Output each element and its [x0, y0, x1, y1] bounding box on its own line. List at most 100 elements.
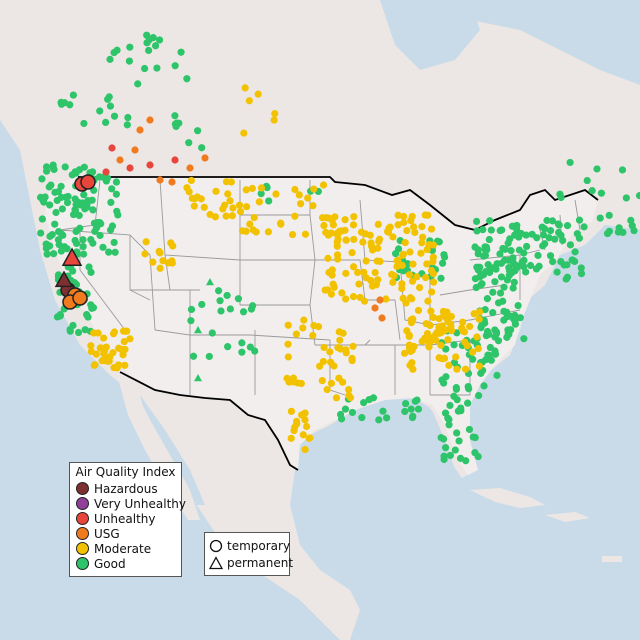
monitor-point: [146, 161, 154, 169]
monitor-point: [410, 342, 418, 351]
unhealthy-swatch-icon: [76, 512, 89, 525]
monitor-point: [413, 396, 421, 404]
monitor-point: [551, 235, 559, 243]
monitor-point: [485, 268, 494, 277]
monitor-point: [428, 288, 436, 296]
permanent-monitor-point: [194, 326, 202, 334]
gulf-of-mexico: [295, 402, 455, 540]
monitor-point: [198, 144, 206, 152]
monitor-point: [328, 216, 336, 224]
monitor-point: [60, 99, 69, 107]
monitor-point: [398, 284, 406, 293]
monitor-point: [437, 274, 445, 282]
monitor-point: [46, 201, 54, 209]
monitor-point: [501, 245, 509, 253]
monitor-point: [251, 347, 259, 355]
monitor-point: [389, 233, 397, 241]
monitor-point: [446, 401, 454, 410]
monitor-point: [214, 287, 223, 295]
monitor-point: [226, 197, 234, 205]
monitor-point: [217, 307, 225, 315]
monitor-point: [450, 359, 459, 367]
monitor-point: [593, 165, 601, 173]
monitor-point: [201, 154, 209, 162]
monitor-point: [548, 217, 557, 225]
monitor-point: [438, 328, 446, 336]
monitor-point: [284, 340, 292, 348]
monitor-point: [72, 239, 81, 248]
permanent-monitor-point: [206, 278, 214, 286]
monitor-point: [284, 353, 292, 361]
monitor-point: [422, 320, 430, 328]
monitor-point: [526, 261, 535, 270]
aqi-legend: Air Quality Index Hazardous Very Unhealt…: [69, 462, 186, 577]
monitor-point: [332, 394, 341, 402]
monitor-point: [277, 219, 285, 227]
monitor-point: [155, 36, 164, 44]
monitor-point: [239, 308, 248, 316]
monitor-point: [350, 213, 358, 221]
monitor-point: [405, 332, 413, 341]
monitor-point: [435, 354, 443, 362]
monitor-point: [367, 276, 375, 285]
monitor-point: [287, 434, 295, 442]
monitor-point: [366, 231, 374, 239]
monitor-point: [418, 239, 426, 247]
monitor-point: [429, 241, 437, 249]
monitor-point: [123, 121, 131, 129]
monitor-point: [38, 215, 46, 223]
monitor-point: [126, 43, 134, 51]
monitor-point: [362, 257, 370, 265]
monitor-point: [58, 205, 66, 213]
monitor-point: [358, 414, 366, 422]
monitor-point: [605, 211, 613, 219]
monitor-point: [238, 348, 246, 356]
monitor-point: [236, 207, 245, 216]
monitor-point: [424, 211, 432, 219]
monitor-point: [627, 216, 635, 225]
monitor-point: [369, 394, 378, 402]
monitor-point: [92, 224, 101, 232]
monitor-point: [177, 48, 185, 56]
monitor-point: [468, 348, 477, 356]
monitor-point: [406, 347, 415, 356]
monitor-point: [437, 434, 445, 442]
monitor-point: [559, 236, 567, 245]
monitor-point: [76, 224, 84, 232]
monitor-point: [473, 227, 481, 235]
monitor-point: [120, 337, 128, 346]
monitor-point: [539, 231, 548, 239]
monitor-point: [326, 348, 334, 356]
monitor-point: [483, 327, 492, 336]
monitor-point: [224, 343, 232, 351]
monitor-point: [622, 194, 630, 202]
monitor-point: [475, 315, 483, 323]
monitor-point: [335, 328, 343, 336]
monitor-type-legend: temporary permanent: [204, 532, 293, 576]
monitor-point: [79, 242, 87, 251]
monitor-point: [555, 221, 563, 229]
monitor-point: [394, 256, 402, 264]
monitor-point: [459, 318, 467, 326]
monitor-point: [106, 55, 114, 63]
monitor-point: [100, 334, 108, 342]
monitor-point: [546, 227, 555, 235]
monitor-point: [566, 158, 574, 167]
monitor-point: [112, 190, 121, 198]
monitor-point: [342, 236, 350, 244]
monitor-point: [183, 184, 191, 192]
monitor-point: [341, 226, 349, 234]
monitor-point: [605, 227, 614, 235]
monitor-point: [164, 259, 172, 267]
monitor-point: [69, 91, 77, 99]
monitor-point: [329, 280, 337, 288]
monitor-point: [393, 262, 401, 271]
monitor-point: [102, 168, 110, 176]
monitor-point: [345, 391, 353, 400]
monitor-point: [520, 263, 528, 271]
monitor-point: [249, 226, 257, 234]
atlantic-water: [468, 240, 640, 520]
monitor-point: [469, 355, 477, 363]
monitor-point: [391, 250, 400, 258]
monitor-point: [51, 188, 59, 196]
